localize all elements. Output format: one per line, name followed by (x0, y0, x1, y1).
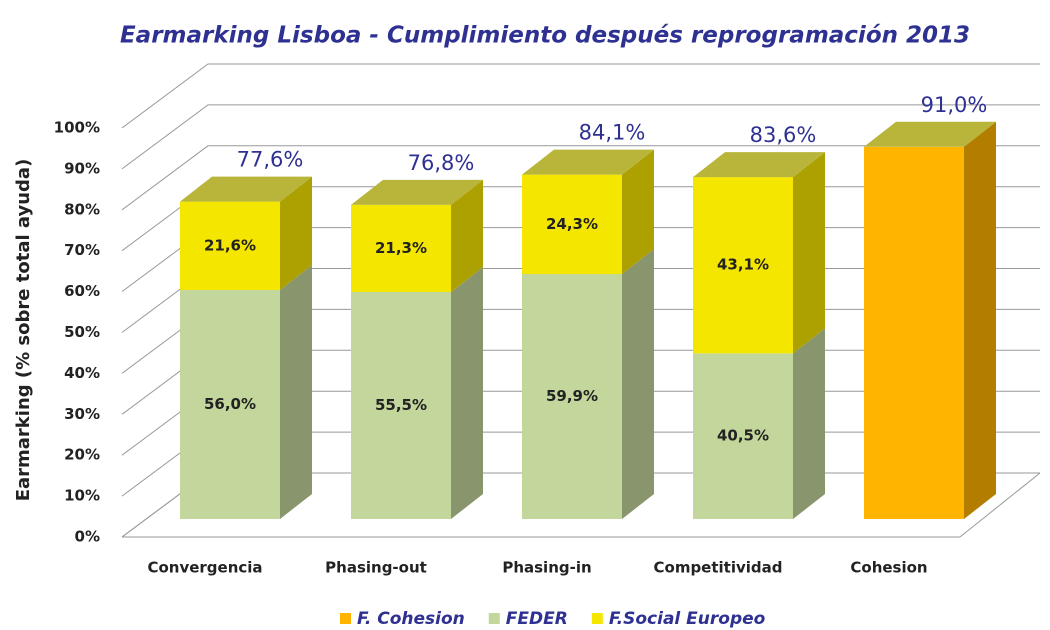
y-tick-label: 80% (64, 200, 100, 218)
bar-top (351, 179, 483, 205)
bar-top (864, 121, 996, 147)
bar-side (451, 179, 483, 293)
bar-side (793, 152, 825, 354)
y-tick-label: 50% (64, 323, 100, 341)
floor-right (959, 472, 1041, 538)
total-label: 76,8% (408, 151, 475, 175)
bar-side (280, 264, 312, 519)
x-tick-label: Convergencia (147, 559, 262, 577)
legend-swatch (488, 613, 500, 624)
value-label: 21,6% (204, 236, 256, 254)
y-tick-label: 90% (64, 159, 100, 177)
bar (351, 204, 451, 293)
value-label: 24,3% (546, 215, 598, 233)
legend-label: F.Social Europeo (609, 609, 766, 629)
y-tick-label: 60% (64, 282, 100, 300)
y-tick-label: 20% (64, 446, 100, 464)
bar (180, 289, 280, 519)
value-label: 59,9% (546, 387, 598, 405)
grid-line (121, 104, 1040, 170)
x-tick-label: Cohesion (850, 559, 927, 577)
y-axis-title: Earmarking (% sobre total ayuda) (13, 159, 34, 502)
bar-top (693, 152, 825, 178)
y-tick-label: 70% (64, 241, 100, 259)
grid-line (121, 145, 1040, 211)
y-tick-label: 30% (64, 405, 100, 423)
bar (693, 353, 793, 519)
value-label: 40,5% (717, 427, 769, 445)
bar (180, 201, 280, 290)
x-tick-label: Phasing-in (502, 559, 591, 577)
bar-side (964, 121, 996, 519)
bar-top (522, 149, 654, 175)
x-tick-label: Competitividad (654, 559, 783, 577)
value-label: 21,3% (375, 239, 427, 257)
legend-swatch (340, 613, 351, 624)
y-tick-label: 40% (64, 364, 100, 382)
legend-label: FEDER (506, 609, 568, 629)
bar-side (451, 267, 483, 519)
bar-side (622, 149, 654, 275)
bar-side (622, 249, 654, 519)
value-label: 55,5% (375, 396, 427, 414)
grid-line (121, 63, 1040, 129)
total-label: 83,6% (750, 123, 817, 147)
y-tick-label: 100% (54, 119, 100, 137)
bar (351, 292, 451, 519)
value-label: 43,1% (717, 256, 769, 274)
total-label: 84,1% (579, 121, 646, 145)
bar (522, 174, 622, 275)
total-label: 77,6% (237, 148, 304, 172)
value-label: 56,0% (204, 395, 256, 413)
legend-swatch (591, 613, 603, 624)
y-tick-label: 10% (64, 487, 100, 505)
bar-top (180, 176, 312, 202)
total-label: 91,0% (921, 93, 988, 117)
chart-title: Earmarking Lisboa - Cumplimiento después… (120, 23, 970, 49)
bar (522, 274, 622, 519)
bar (864, 146, 964, 519)
bar (693, 177, 793, 354)
legend-label: F. Cohesion (357, 609, 465, 629)
y-tick-label: 0% (75, 528, 100, 546)
bar-side (793, 328, 825, 519)
bar-side (280, 176, 312, 290)
x-tick-label: Phasing-out (325, 559, 427, 577)
